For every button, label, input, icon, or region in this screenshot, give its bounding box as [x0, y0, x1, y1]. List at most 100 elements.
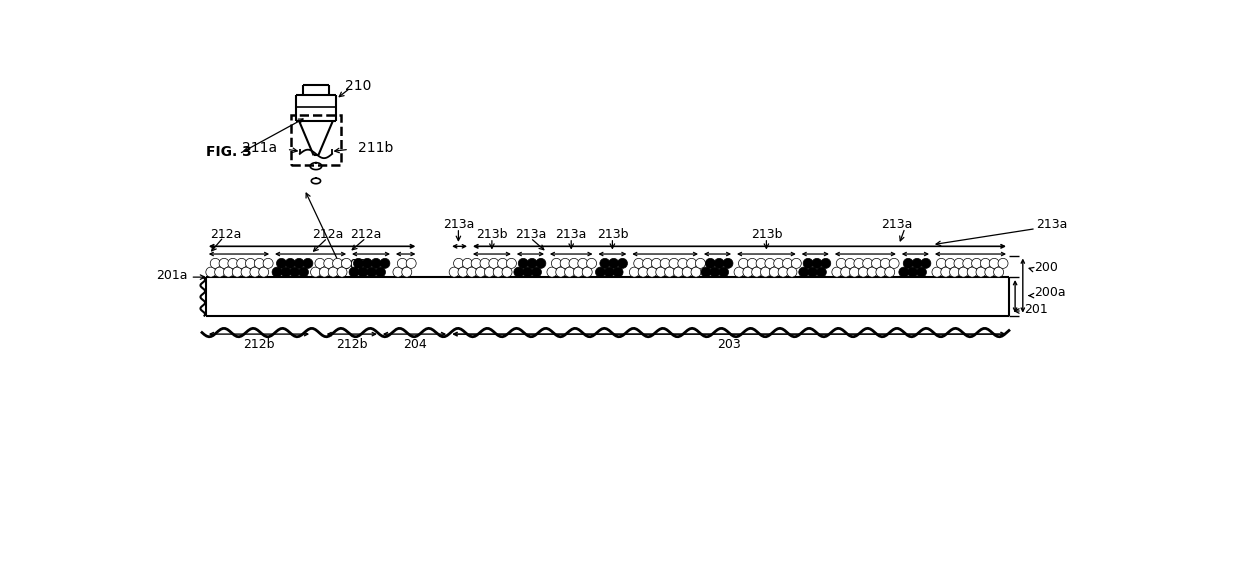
Circle shape [358, 267, 368, 277]
Circle shape [880, 258, 890, 268]
Circle shape [899, 267, 909, 277]
Text: 200a: 200a [1034, 286, 1066, 299]
Circle shape [972, 258, 982, 268]
Circle shape [353, 258, 363, 268]
Circle shape [993, 267, 1003, 277]
Text: 212a: 212a [311, 228, 343, 241]
Circle shape [872, 258, 882, 268]
Circle shape [604, 267, 614, 277]
Circle shape [791, 258, 801, 268]
Circle shape [687, 258, 697, 268]
Circle shape [600, 258, 610, 268]
Text: 203: 203 [717, 338, 742, 351]
Text: 213a: 213a [556, 228, 587, 241]
Circle shape [527, 258, 537, 268]
Circle shape [714, 258, 724, 268]
Circle shape [656, 267, 666, 277]
Circle shape [832, 267, 842, 277]
Circle shape [854, 258, 864, 268]
Circle shape [583, 267, 593, 277]
Circle shape [701, 267, 711, 277]
Circle shape [696, 258, 706, 268]
Text: 210: 210 [345, 79, 372, 93]
Circle shape [463, 258, 472, 268]
Circle shape [932, 267, 942, 277]
Circle shape [556, 267, 565, 277]
Circle shape [941, 267, 951, 277]
Circle shape [232, 267, 242, 277]
Circle shape [774, 258, 784, 268]
Circle shape [513, 267, 523, 277]
Circle shape [807, 267, 817, 277]
Circle shape [976, 267, 986, 277]
Circle shape [595, 267, 605, 277]
Text: 212b: 212b [336, 338, 367, 351]
Text: 201: 201 [1024, 303, 1048, 316]
Circle shape [215, 267, 224, 277]
Circle shape [502, 267, 512, 277]
Circle shape [547, 267, 557, 277]
Circle shape [466, 267, 477, 277]
Circle shape [916, 267, 926, 277]
Circle shape [706, 258, 715, 268]
Circle shape [718, 267, 729, 277]
Circle shape [613, 267, 622, 277]
Circle shape [332, 258, 342, 268]
Circle shape [573, 267, 583, 277]
Circle shape [889, 258, 899, 268]
Circle shape [950, 267, 960, 277]
Circle shape [376, 267, 386, 277]
Text: 213a: 213a [443, 218, 474, 231]
Text: 200: 200 [1034, 261, 1058, 274]
Circle shape [506, 258, 516, 268]
Circle shape [748, 258, 758, 268]
Circle shape [668, 258, 680, 268]
Circle shape [471, 258, 481, 268]
Circle shape [237, 258, 247, 268]
Circle shape [962, 258, 973, 268]
Text: 213b: 213b [750, 228, 782, 241]
Circle shape [682, 267, 692, 277]
Circle shape [875, 267, 885, 277]
Circle shape [647, 267, 657, 277]
Circle shape [290, 267, 300, 277]
Circle shape [449, 267, 459, 277]
Circle shape [634, 258, 644, 268]
Circle shape [206, 267, 216, 277]
Circle shape [497, 258, 507, 268]
Circle shape [908, 267, 918, 277]
Circle shape [485, 267, 495, 277]
Circle shape [337, 267, 347, 277]
Circle shape [858, 267, 868, 277]
Circle shape [863, 258, 873, 268]
Circle shape [673, 267, 683, 277]
Circle shape [945, 258, 955, 268]
Circle shape [723, 258, 733, 268]
Circle shape [259, 267, 269, 277]
Circle shape [320, 267, 330, 277]
Text: 202: 202 [341, 258, 367, 272]
Circle shape [841, 267, 851, 277]
Text: 211b: 211b [358, 141, 393, 155]
Circle shape [254, 258, 264, 268]
Circle shape [272, 267, 281, 277]
Circle shape [379, 258, 389, 268]
Circle shape [936, 258, 946, 268]
Circle shape [476, 267, 486, 277]
Circle shape [981, 258, 991, 268]
Circle shape [816, 267, 826, 277]
Circle shape [281, 267, 291, 277]
Circle shape [691, 267, 701, 277]
Circle shape [532, 267, 542, 277]
Text: FIG. 3: FIG. 3 [206, 144, 252, 158]
Circle shape [787, 267, 797, 277]
Circle shape [362, 258, 372, 268]
Circle shape [884, 267, 895, 277]
Circle shape [903, 258, 913, 268]
Circle shape [578, 258, 588, 268]
Circle shape [846, 258, 856, 268]
Text: 211a: 211a [242, 141, 278, 155]
Circle shape [341, 258, 351, 268]
Circle shape [350, 267, 360, 277]
Circle shape [223, 267, 233, 277]
